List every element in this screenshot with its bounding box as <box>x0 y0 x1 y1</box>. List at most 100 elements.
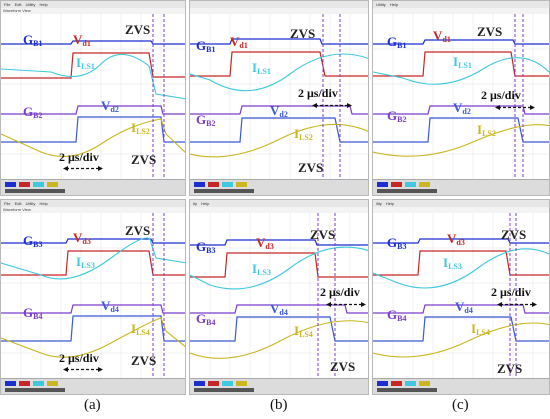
channel-chip-3[interactable] <box>222 381 233 386</box>
trace-gate-2 <box>190 304 368 314</box>
channel-chip-4[interactable] <box>236 182 247 187</box>
trace-current-2 <box>190 123 368 158</box>
channel-chip-2[interactable] <box>391 381 402 386</box>
label-current-1: ILS3 <box>252 261 271 277</box>
channel-readout <box>5 388 65 392</box>
trace-current-2 <box>1 317 185 358</box>
label-vds-1: Vd3 <box>73 230 91 246</box>
channel-readout <box>194 189 254 193</box>
menu-file[interactable]: File <box>4 2 11 7</box>
channel-readout <box>377 388 437 392</box>
channel-chip-4[interactable] <box>419 182 430 187</box>
trace-gate-2 <box>1 304 185 314</box>
menu-edit[interactable]: Edit <box>14 2 22 7</box>
channel-readout <box>5 189 65 193</box>
label-zvs-top: ZVS <box>125 223 151 238</box>
menu-bar <box>190 1 368 8</box>
label-gate-2: GB2 <box>387 108 407 124</box>
channel-chip-4[interactable] <box>419 381 430 386</box>
label-gate-1: GB3 <box>196 239 216 255</box>
channel-chip-3[interactable] <box>405 381 416 386</box>
label-zvs-bottom: ZVS <box>298 160 324 175</box>
menu-utility[interactable]: ity <box>193 201 197 206</box>
channel-chip-4[interactable] <box>236 381 247 386</box>
channel-chip-2[interactable] <box>208 381 219 386</box>
scope-panel-a-bottom: File Edit Utility Help Waveform View GB3… <box>0 199 186 395</box>
label-vds-1: Vd3 <box>447 231 465 247</box>
trace-current-1 <box>190 246 368 290</box>
time-scale-arrow <box>495 105 535 110</box>
menu-utility[interactable]: Utility <box>25 201 36 206</box>
channel-chip-3[interactable] <box>222 182 233 187</box>
grid <box>190 213 368 381</box>
trace-gate-2 <box>373 105 549 115</box>
menu-file[interactable]: File <box>4 201 11 206</box>
label-current-2: ILS4 <box>294 323 313 339</box>
label-vds-1: Vd1 <box>433 28 451 44</box>
trace-gate-1 <box>190 38 368 45</box>
label-zvs-bottom: ZVS <box>131 353 157 368</box>
trace-vds-2 <box>373 316 549 342</box>
label-zvs-bottom: ZVS <box>131 152 157 167</box>
channel-chip-4[interactable] <box>47 381 58 386</box>
channel-chip-1[interactable] <box>377 381 388 386</box>
label-zvs-top: ZVS <box>290 26 316 41</box>
status-bar <box>373 378 549 394</box>
channel-chip-2[interactable] <box>19 381 30 386</box>
label-vds-2: Vd2 <box>270 103 288 119</box>
trace-gate-1 <box>373 39 549 45</box>
label-gate-2: GB2 <box>196 112 216 128</box>
grid <box>190 14 368 182</box>
channel-chip-1[interactable] <box>194 381 205 386</box>
time-scale-label: 2 μs/div <box>491 285 531 299</box>
caption-b: (b) <box>270 397 288 413</box>
menu-help[interactable]: Help <box>201 201 210 206</box>
label-current-2: ILS2 <box>477 122 496 138</box>
channel-chip-1[interactable] <box>377 182 388 187</box>
menu-help[interactable]: Help <box>385 201 395 206</box>
status-bar <box>190 378 368 394</box>
caption-a: (a) <box>84 397 101 413</box>
label-vds-2: Vd4 <box>270 301 288 317</box>
menu-bar: File Edit Utility Help <box>1 200 185 207</box>
channel-chip-2[interactable] <box>391 182 402 187</box>
time-scale-label: 2 μs/div <box>59 150 99 164</box>
trace-gate-1 <box>1 238 185 244</box>
time-scale-arrow <box>312 103 352 108</box>
label-vds-2: Vd2 <box>453 100 471 116</box>
waveform-view-title <box>373 8 549 14</box>
trace-vds-1 <box>1 52 185 79</box>
menu-edit[interactable]: Edit <box>14 201 22 206</box>
channel-chip-1[interactable] <box>5 381 16 386</box>
menu-utility[interactable]: Utility <box>376 2 386 7</box>
waveform-view-title: Waveform View <box>1 207 185 213</box>
scope-panel-c-top: Utility Help GB1 Vd1 ILS1 GB2 Vd2 ILS2 Z… <box>372 0 550 196</box>
channel-chip-3[interactable] <box>33 182 44 187</box>
time-scale-arrow <box>63 166 103 171</box>
label-gate-1: GB1 <box>387 34 407 50</box>
grid <box>373 213 549 381</box>
channel-chip-1[interactable] <box>5 182 16 187</box>
waveform-svg <box>190 213 368 381</box>
channel-chip-3[interactable] <box>405 182 416 187</box>
menu-help[interactable]: Help <box>39 2 48 7</box>
menu-help[interactable]: Help <box>389 2 399 7</box>
trace-vds-1 <box>190 51 368 77</box>
menu-utility[interactable]: ility <box>376 201 382 206</box>
waveform-view-title <box>190 207 368 213</box>
menu-utility[interactable]: Utility <box>25 2 36 7</box>
menu-help[interactable]: Help <box>39 201 48 206</box>
label-gate-2: GB4 <box>23 305 43 321</box>
label-zvs-top: ZVS <box>501 227 527 242</box>
trace-gate-2 <box>1 105 185 115</box>
label-vds-1: Vd1 <box>230 34 248 50</box>
channel-chip-2[interactable] <box>19 182 30 187</box>
label-current-2: ILS2 <box>131 120 150 136</box>
time-scale-label: 2 μs/div <box>320 285 360 299</box>
waveform-svg <box>190 14 368 182</box>
waveform-view-title <box>373 207 549 213</box>
channel-chip-1[interactable] <box>194 182 205 187</box>
channel-chip-2[interactable] <box>208 182 219 187</box>
channel-chip-4[interactable] <box>47 182 58 187</box>
channel-chip-3[interactable] <box>33 381 44 386</box>
